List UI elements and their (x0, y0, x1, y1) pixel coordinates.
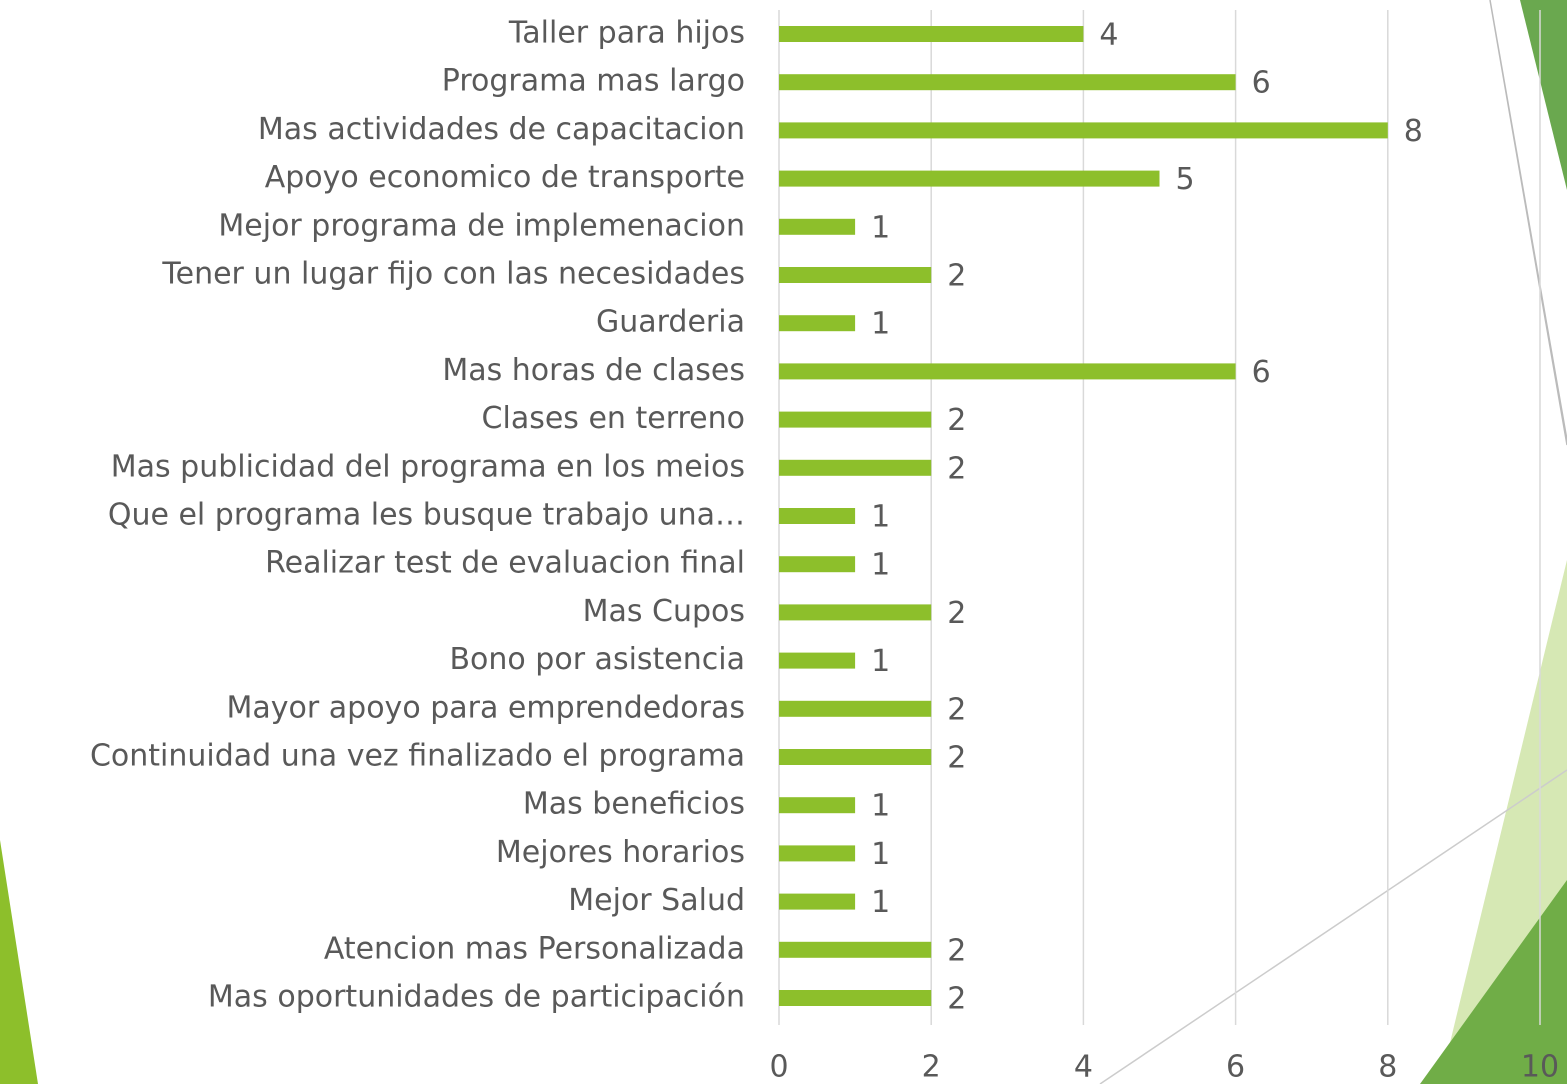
x-tick-label: 6 (1226, 1050, 1245, 1084)
bar (779, 749, 932, 765)
data-label: 5 (1176, 162, 1195, 197)
bar (779, 363, 1236, 380)
data-label: 2 (947, 259, 966, 294)
bar (779, 218, 856, 235)
bar (779, 700, 932, 717)
data-label: 6 (1252, 355, 1271, 390)
x-tick-label: 8 (1378, 1050, 1397, 1084)
y-tick-label: Realizar test de evaluacion final (265, 546, 745, 581)
y-tick-label: Tener un lugar fijo con las necesidades (161, 257, 745, 292)
bar (779, 604, 932, 621)
data-label: 1 (871, 644, 890, 679)
y-tick-label: Taller para hijos (508, 16, 745, 51)
bar (779, 74, 1236, 91)
bar (779, 941, 932, 958)
data-label: 6 (1252, 66, 1271, 101)
bar (779, 508, 856, 524)
y-tick-label: Bono por asistencia (449, 642, 745, 677)
bar (779, 845, 856, 862)
data-label: 1 (871, 307, 890, 342)
bar (779, 267, 932, 283)
y-tick-label: Atencion mas Personalizada (324, 931, 745, 966)
y-tick-label: Continuidad una vez finalizado el progra… (90, 739, 745, 774)
y-tick-label: Mas horas de clases (442, 353, 745, 388)
y-tick-label: Mejor programa de implemenacion (218, 208, 745, 243)
bar (779, 556, 856, 573)
y-tick-label: Mas beneficios (523, 787, 745, 822)
data-label: 1 (871, 789, 890, 824)
y-tick-label: Mas actividades de capacitacion (258, 112, 745, 147)
data-label: 2 (947, 933, 966, 968)
bar (779, 797, 856, 814)
bar (779, 459, 932, 476)
bar (779, 652, 856, 669)
data-label: 4 (1099, 18, 1118, 53)
data-label: 1 (871, 837, 890, 872)
y-tick-label: Mejor Salud (568, 883, 745, 918)
y-tick-label: Clases en terreno (482, 401, 745, 436)
data-label: 2 (947, 692, 966, 727)
bar (779, 893, 856, 910)
x-tick-label: 2 (922, 1050, 941, 1084)
data-label: 1 (871, 210, 890, 245)
bar (779, 122, 1388, 139)
y-tick-label: Mas Cupos (583, 594, 745, 629)
x-tick-label: 4 (1074, 1050, 1093, 1084)
bar (779, 26, 1084, 42)
y-tick-label: Mejores horarios (496, 835, 745, 870)
y-tick-label: Que el programa les busque trabajo una… (108, 498, 745, 533)
bar (779, 315, 856, 332)
data-label: 1 (871, 500, 890, 535)
bar (779, 411, 932, 428)
data-label: 2 (947, 403, 966, 438)
data-label: 2 (947, 982, 966, 1017)
data-label: 2 (947, 451, 966, 486)
bar (779, 990, 932, 1006)
y-tick-label: Mayor apoyo para emprendedoras (227, 690, 745, 725)
bar (779, 170, 1160, 187)
data-label: 2 (947, 741, 966, 776)
data-label: 2 (947, 596, 966, 631)
data-label: 1 (871, 885, 890, 920)
y-tick-label: Apoyo economico de transporte (265, 160, 745, 195)
y-tick-label: Programa mas largo (442, 64, 745, 99)
x-tick-label: 10 (1521, 1050, 1559, 1084)
x-tick-label: 0 (769, 1050, 788, 1084)
y-tick-label: Mas oportunidades de participación (208, 980, 745, 1015)
data-label: 8 (1404, 114, 1423, 149)
y-tick-label: Mas publicidad del programa en los meios (111, 449, 745, 484)
data-label: 1 (871, 548, 890, 583)
y-tick-label: Guarderia (596, 305, 745, 340)
